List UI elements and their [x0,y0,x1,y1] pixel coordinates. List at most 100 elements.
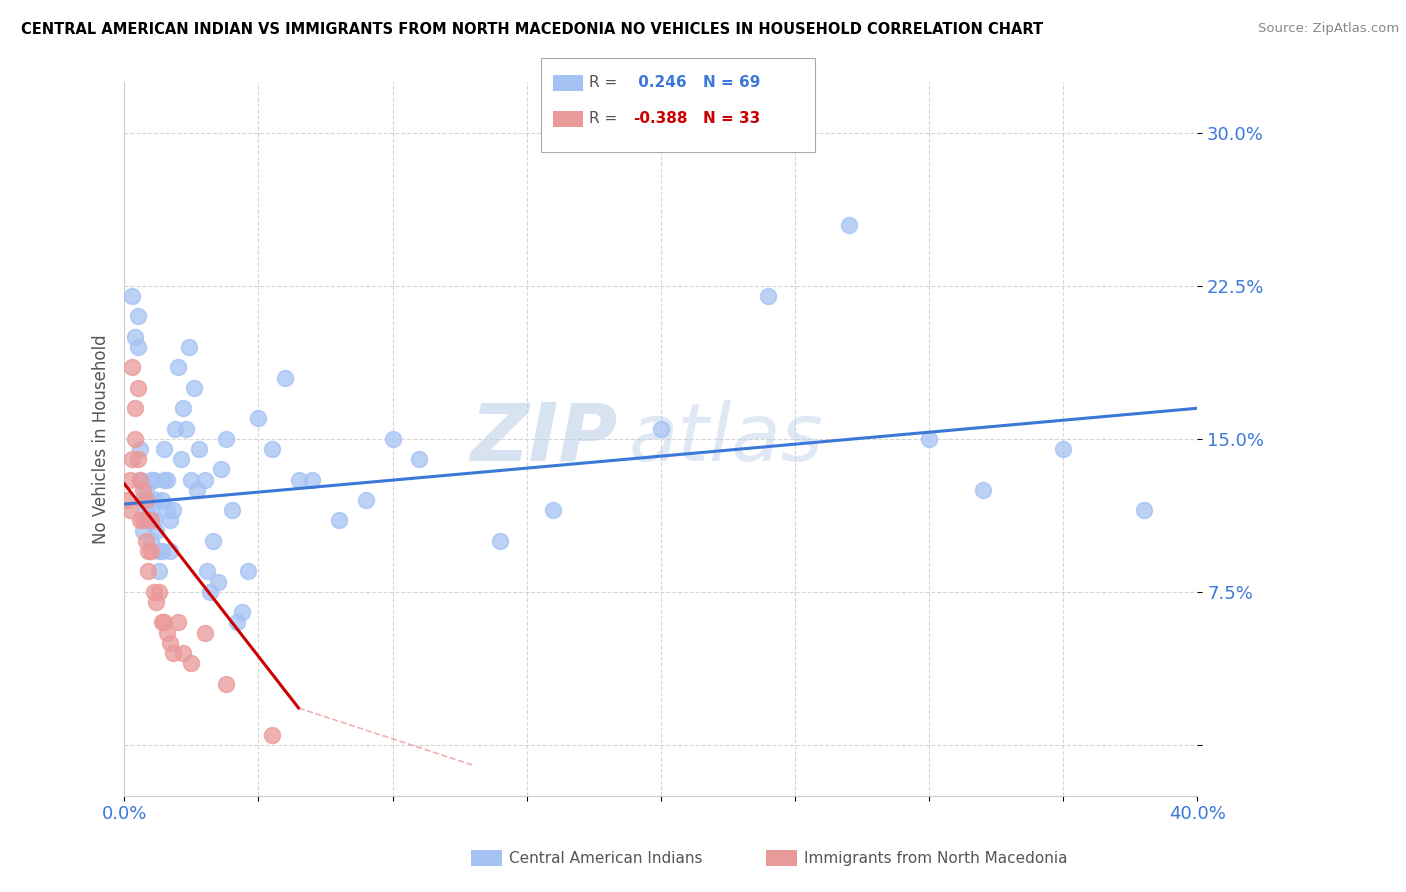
Point [408,452,430,467]
Point [139,513,162,527]
Point [328,513,350,527]
Point [172,646,194,660]
Point [127,340,149,354]
Point [180,656,202,670]
Point [650,422,672,436]
Point [197,565,219,579]
Point [156,625,179,640]
Point [156,503,179,517]
Point [180,473,202,487]
Point [132,524,155,538]
Point [138,544,160,558]
Point [150,493,173,508]
Point [260,442,283,456]
Point [142,473,165,487]
Point [1132,503,1154,517]
Point [129,442,152,456]
Point [145,595,167,609]
Point [153,442,176,456]
Point [135,493,157,508]
Point [159,544,181,558]
Point [118,473,141,487]
Point [129,513,152,527]
Point [354,493,377,508]
Point [225,615,247,630]
Text: R =: R = [589,112,623,126]
Y-axis label: No Vehicles in Household: No Vehicles in Household [93,334,110,543]
Point [543,503,565,517]
Point [247,411,270,425]
Point [177,340,200,354]
Point [172,401,194,416]
Point [139,473,162,487]
Text: atlas: atlas [628,400,824,478]
Point [115,493,138,508]
Point [183,381,205,395]
Point [198,584,221,599]
Point [194,473,217,487]
Point [142,513,165,527]
Point [132,483,155,497]
Point [201,533,224,548]
Point [159,513,181,527]
Point [148,544,170,558]
Point [127,452,149,467]
Point [124,401,146,416]
Point [138,493,160,508]
Point [194,625,217,640]
Point [287,473,309,487]
Point [756,289,779,303]
Point [135,533,157,548]
Text: CENTRAL AMERICAN INDIAN VS IMMIGRANTS FROM NORTH MACEDONIA NO VEHICLES IN HOUSEH: CENTRAL AMERICAN INDIAN VS IMMIGRANTS FR… [21,22,1043,37]
Point [148,565,170,579]
Point [186,483,208,497]
Text: 0.246: 0.246 [633,76,686,90]
Point [918,432,941,446]
Point [145,493,167,508]
Text: Immigrants from North Macedonia: Immigrants from North Macedonia [804,851,1067,865]
Point [301,473,323,487]
Point [381,432,404,446]
Point [142,584,165,599]
Point [124,432,146,446]
Point [972,483,994,497]
Text: ZIP: ZIP [471,400,617,478]
Point [135,483,157,497]
Text: N = 33: N = 33 [703,112,761,126]
Point [260,728,283,742]
Point [121,289,143,303]
Point [121,452,143,467]
Point [236,565,259,579]
Point [221,503,243,517]
Point [150,544,173,558]
Point [156,473,179,487]
Point [139,544,162,558]
Point [209,462,232,476]
Point [215,676,238,690]
Point [167,360,190,375]
Point [231,605,253,619]
Text: Central American Indians: Central American Indians [509,851,703,865]
Point [153,615,176,630]
Point [169,452,191,467]
Point [138,565,160,579]
Point [118,503,141,517]
Text: Source: ZipAtlas.com: Source: ZipAtlas.com [1258,22,1399,36]
Point [274,370,297,384]
Point [124,330,146,344]
Text: N = 69: N = 69 [703,76,761,90]
Point [139,503,162,517]
Point [121,360,143,375]
Point [135,503,157,517]
Point [159,636,181,650]
Point [162,646,184,660]
Point [145,524,167,538]
Point [127,381,149,395]
Point [838,218,860,232]
Point [165,422,187,436]
Text: -0.388: -0.388 [633,112,688,126]
Point [132,513,155,527]
Point [207,574,229,589]
Point [129,473,152,487]
Point [153,473,176,487]
